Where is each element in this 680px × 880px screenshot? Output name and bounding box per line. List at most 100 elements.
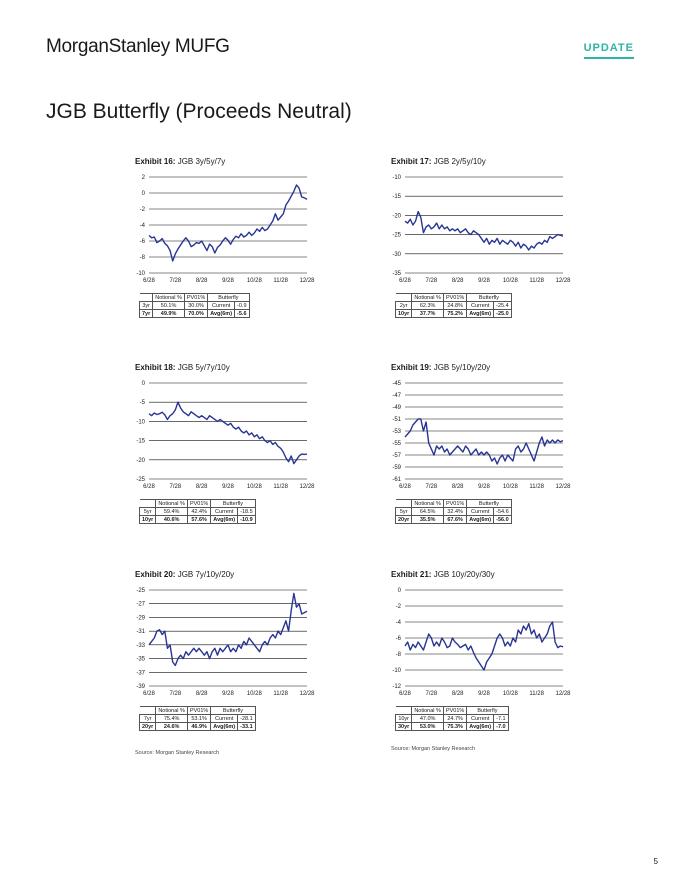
table-header-cell: Butterfly — [207, 293, 250, 302]
x-tick-label: 7/28 — [169, 484, 181, 490]
exhibit-title: Exhibit 19: JGB 5y/10y/20y — [391, 363, 491, 372]
y-tick-label: -2 — [396, 604, 402, 610]
y-tick-label: -31 — [136, 629, 145, 635]
table-header-cell — [139, 499, 156, 508]
series-line — [148, 184, 308, 262]
x-tick-label: 9/28 — [222, 691, 234, 697]
series-line — [148, 592, 308, 667]
x-tick-label: 7/28 — [425, 278, 437, 284]
table-header-cell — [395, 293, 412, 302]
brand-logo: MorganStanley MUFG — [46, 36, 230, 57]
butterfly-table: Notional % PV01% Butterfly 5yr 64.5% 32.4% Cur… — [394, 499, 512, 524]
y-tick-label: -15 — [136, 439, 145, 445]
y-tick-label: -2 — [140, 207, 146, 213]
table-cell: -28.1 — [237, 714, 256, 723]
x-tick-label: 12/28 — [299, 278, 315, 284]
table-cell: 32.4% — [442, 507, 468, 516]
chart-2y5y10y: -10 -15 -20 -25 -30 -356/28 7/28 8/28 9/28 10/28 1… — [392, 175, 571, 284]
x-tick-label: 10/28 — [503, 278, 519, 284]
exhibit-title: Exhibit 18: JGB 5y/7y/10y — [135, 363, 230, 372]
y-tick-label: -25 — [136, 477, 145, 483]
table-row: 10yr 40.6% 57.6% Avg(6m) -10.9 — [138, 515, 256, 524]
exhibit-21: Exhibit 21: JGB 10y/20y/30y 0 -2 -4 -6 -8 -10… — [391, 570, 591, 731]
table-row: 5yr 59.4% 42.4% Current -18.5 — [138, 507, 256, 516]
y-tick-label: -15 — [392, 194, 401, 200]
table-cell: 10yr — [394, 714, 413, 723]
series-line — [148, 401, 308, 465]
x-tick-label: 11/28 — [273, 484, 288, 490]
exhibit-title: Exhibit 17: JGB 2y/5y/10y — [391, 157, 486, 166]
exhibit-17: Exhibit 17: JGB 2y/5y/10y -10 -15 -20 -25 -3… — [391, 157, 591, 318]
y-tick-label: -47 — [392, 393, 401, 399]
x-tick-label: 10/28 — [503, 691, 519, 697]
x-tick-label: 12/28 — [555, 691, 571, 697]
chart-10y20y30y: 0 -2 -4 -6 -8 -10 -126/28 7/28 8/28 9/28 10/28 11/2… — [392, 588, 571, 697]
table-cell: 20yr — [394, 515, 413, 524]
table-header-cell: Notional % — [155, 706, 188, 715]
table-header-cell — [395, 706, 412, 715]
table-row: 20yr 35.5% 67.6% Avg(6m) -56.0 — [394, 515, 512, 524]
x-tick-label: 7/28 — [169, 691, 181, 697]
x-tick-label: 9/28 — [478, 484, 490, 490]
table-header-cell: PV01% — [186, 706, 212, 715]
table-row: 30yr 53.0% 75.3% Avg(6m) -7.0 — [394, 722, 509, 731]
table-header-cell: Notional % — [411, 706, 444, 715]
x-tick-label: 8/28 — [452, 484, 464, 490]
table-header-cell: Butterfly — [210, 499, 256, 508]
table-cell: Avg(6m) — [466, 309, 495, 318]
y-tick-label: -20 — [392, 213, 401, 219]
table-cell: Current — [210, 507, 239, 516]
y-tick-label: -25 — [136, 588, 145, 594]
table-header-cell: Notional % — [411, 293, 444, 302]
table-cell: -7.0 — [493, 722, 509, 731]
y-tick-label: -53 — [392, 429, 401, 435]
table-cell: 47.0% — [411, 714, 444, 723]
y-tick-label: -30 — [392, 252, 401, 258]
butterfly-table: Notional % PV01% Butterfly 7yr 75.4% 53.1% Cur… — [138, 706, 256, 731]
x-tick-label: 8/28 — [196, 278, 208, 284]
table-cell: -25.0 — [493, 309, 512, 318]
exhibit-18: Exhibit 18: JGB 5y/7y/10y 0 -5 -10 -15 -20 -2… — [135, 363, 335, 524]
y-tick-label: -4 — [140, 223, 146, 229]
y-tick-label: -8 — [140, 255, 146, 261]
table-header-row: Notional % PV01% Butterfly — [395, 293, 512, 302]
y-tick-label: -45 — [392, 381, 401, 387]
x-tick-label: 6/28 — [143, 691, 155, 697]
table-header-cell: PV01% — [186, 499, 212, 508]
table-cell: Avg(6m) — [466, 515, 495, 524]
y-tick-label: -37 — [136, 670, 145, 676]
table-cell: -56.0 — [493, 515, 512, 524]
table-header-cell: PV01% — [183, 293, 209, 302]
table-cell: -0.9 — [234, 301, 250, 310]
table-row: 10yr 37.7% 75.2% Avg(6m) -25.0 — [394, 309, 512, 318]
table-cell: 30.0% — [183, 301, 209, 310]
table-cell: 49.9% — [152, 309, 185, 318]
y-tick-label: -29 — [136, 615, 145, 621]
x-tick-label: 9/28 — [478, 691, 490, 697]
table-cell: 24.6% — [155, 722, 188, 731]
table-cell: 10yr — [138, 515, 157, 524]
table-cell: 75.4% — [155, 714, 188, 723]
x-tick-label: 11/28 — [529, 278, 544, 284]
chart-3y5y7y: 2 0 -2 -4 -6 -8 -106/28 7/28 8/28 9/28 10/28 11/28 1… — [136, 175, 315, 284]
table-cell: 35.5% — [411, 515, 444, 524]
series-line — [404, 210, 564, 251]
series-line — [404, 418, 564, 465]
table-header-cell: PV01% — [442, 499, 468, 508]
table-cell: Current — [466, 507, 495, 516]
x-tick-label: 6/28 — [143, 278, 155, 284]
x-tick-label: 6/28 — [399, 278, 411, 284]
y-tick-label: -27 — [136, 602, 145, 608]
y-tick-label: -35 — [392, 271, 401, 277]
y-tick-label: -10 — [392, 175, 401, 181]
y-tick-label: 2 — [142, 175, 146, 181]
y-tick-label: -4 — [396, 620, 402, 626]
table-cell: 75.3% — [442, 722, 468, 731]
table-cell: 70.0% — [183, 309, 209, 318]
page-title: JGB Butterfly (Proceeds Neutral) — [46, 100, 352, 123]
y-tick-label: -10 — [392, 668, 401, 674]
y-tick-label: -25 — [392, 233, 401, 239]
x-tick-label: 12/28 — [299, 691, 315, 697]
table-cell: 42.4% — [186, 507, 212, 516]
table-cell: 53.1% — [186, 714, 212, 723]
